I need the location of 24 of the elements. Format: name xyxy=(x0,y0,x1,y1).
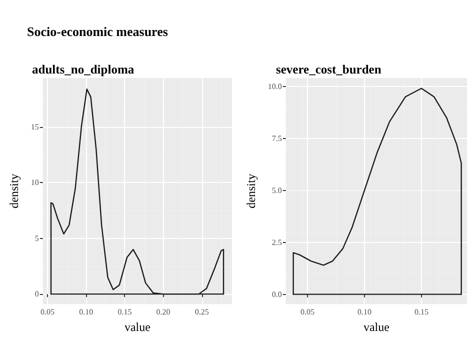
chart-title: Socio-economic measures xyxy=(27,24,168,39)
x-tick-label: 0.05 xyxy=(300,308,315,317)
x-tick-label: 0.20 xyxy=(156,308,170,317)
x-axis-title: value xyxy=(124,320,150,334)
x-tick-label: 0.15 xyxy=(118,308,132,317)
x-tick-label: 0.15 xyxy=(414,308,428,317)
y-tick-label: 15 xyxy=(30,122,39,132)
y-tick-label: 10.0 xyxy=(268,82,282,91)
y-tick-label: 5 xyxy=(34,234,39,243)
x-tick-label: 0.25 xyxy=(194,308,209,317)
y-tick-label: 10 xyxy=(30,178,39,188)
x-tick-label: 0.05 xyxy=(40,308,55,317)
x-tick-label: 0.10 xyxy=(357,308,372,317)
y-axis-title: density xyxy=(244,174,258,208)
y-tick-label: 7.5 xyxy=(272,134,282,143)
chart-subtitle: severe_cost_burden xyxy=(276,62,382,76)
y-tick-label: 5.0 xyxy=(272,186,282,195)
x-axis-title: value xyxy=(363,320,390,334)
x-tick-label: 0.10 xyxy=(79,308,94,317)
y-tick-label: 0 xyxy=(34,290,39,299)
y-tick-label: 2.5 xyxy=(272,238,282,247)
y-tick-label: 0.0 xyxy=(272,290,282,299)
chart-subtitle: adults_no_diploma xyxy=(32,62,135,76)
y-axis-title: density xyxy=(7,174,21,208)
